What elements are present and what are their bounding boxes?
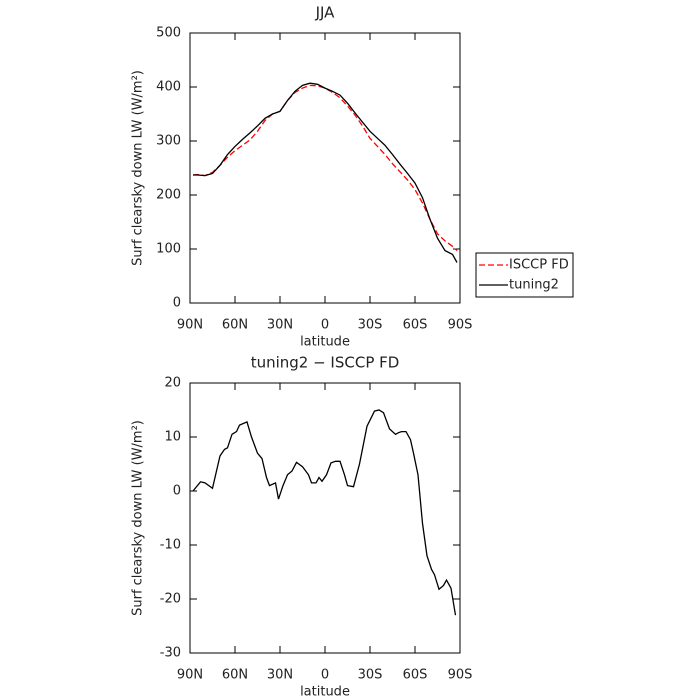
legend-label: ISCCP FD xyxy=(509,258,569,273)
y-tick-label: -20 xyxy=(160,592,181,607)
x-axis-label: latitude xyxy=(300,335,350,350)
x-tick-label: 90S xyxy=(448,318,473,333)
y-tick-label: 500 xyxy=(156,26,181,41)
x-tick-label: 30S xyxy=(358,668,383,683)
y-tick-label: 10 xyxy=(164,430,181,445)
y-tick-label: -30 xyxy=(160,646,181,661)
chart-title: tuning2 − ISCCP FD xyxy=(251,354,400,372)
y-tick-label: 300 xyxy=(156,134,181,149)
y-tick-label: 100 xyxy=(156,242,181,257)
x-tick-label: 30N xyxy=(267,318,293,333)
chart-title: JJA xyxy=(315,4,336,22)
x-tick-label: 60S xyxy=(403,668,428,683)
y-tick-label: 200 xyxy=(156,188,181,203)
y-axis-label: Surf clearsky down LW (W/m²) xyxy=(131,420,146,616)
x-tick-label: 90N xyxy=(177,318,203,333)
y-tick-label: -10 xyxy=(160,538,181,553)
y-tick-label: 400 xyxy=(156,80,181,95)
plot-frame xyxy=(189,382,461,654)
data-line xyxy=(193,82,458,263)
x-axis-label: latitude xyxy=(300,685,350,700)
x-tick-label: 90S xyxy=(448,668,473,683)
x-tick-label: 60N xyxy=(222,318,248,333)
y-tick-label: 0 xyxy=(173,484,181,499)
data-line xyxy=(192,84,458,252)
x-tick-label: 60N xyxy=(222,668,248,683)
x-tick-label: 90N xyxy=(177,668,203,683)
x-tick-label: 0 xyxy=(321,318,329,333)
x-tick-label: 30S xyxy=(358,318,383,333)
y-axis-label: Surf clearsky down LW (W/m²) xyxy=(131,70,146,266)
x-tick-label: 30N xyxy=(267,668,293,683)
x-tick-label: 0 xyxy=(321,668,329,683)
legend-label: tuning2 xyxy=(509,278,559,293)
x-tick-label: 60S xyxy=(403,318,428,333)
plot-frame xyxy=(189,32,461,304)
legend-box xyxy=(475,252,574,298)
data-line xyxy=(192,409,457,616)
y-tick-label: 0 xyxy=(173,296,181,311)
y-tick-label: 20 xyxy=(164,376,181,391)
